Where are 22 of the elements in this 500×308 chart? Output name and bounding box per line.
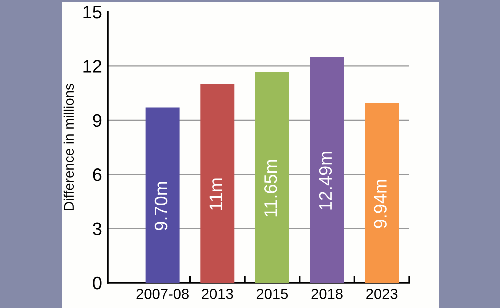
y-axis-title: Difference in millions [64,84,74,210]
y-tick-label: 15 [84,6,102,19]
bar [255,72,290,283]
y-tick-label: 12 [84,60,102,73]
y-tick-label: 0 [93,276,102,290]
x-tick-label: 2007-08 [136,288,189,300]
y-tick-label: 6 [93,168,102,182]
data-label: 9.70m [154,182,168,230]
data-label: 9.94m [374,180,387,228]
data-label: 11.65m [264,160,278,217]
bar [310,57,344,283]
data-label: 11m [210,178,222,210]
y-tick-label: 3 [93,222,102,236]
x-tick-label: 2018 [312,288,343,300]
bar [146,108,180,283]
x-tick-label: 2015 [256,288,288,300]
y-tick-label: 9 [93,114,102,128]
bar [365,103,400,283]
x-tick-label: 2013 [202,288,234,300]
bar [200,84,235,283]
data-label: 12.49m [319,152,332,210]
x-tick-label: 2023 [366,288,398,300]
